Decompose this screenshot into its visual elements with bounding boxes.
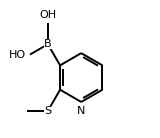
Text: OH: OH (39, 10, 56, 20)
Text: N: N (77, 106, 85, 116)
Text: B: B (44, 39, 52, 49)
Text: S: S (44, 106, 52, 116)
Text: HO: HO (9, 50, 26, 60)
